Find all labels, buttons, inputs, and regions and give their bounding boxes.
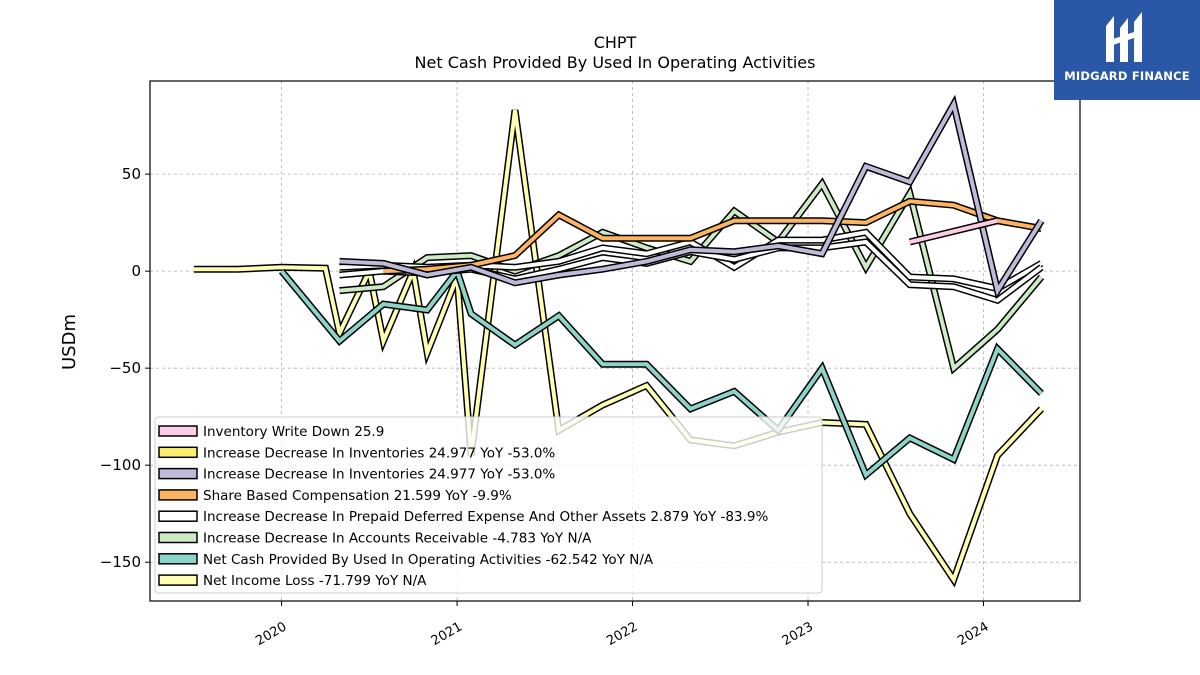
legend-label: Inventory Write Down 25.9 bbox=[203, 424, 384, 440]
y-axis-label: USDm bbox=[59, 314, 80, 370]
x-tick-label: 2022 bbox=[604, 619, 640, 649]
legend-swatch bbox=[158, 553, 198, 565]
brand-logo: MIDGARD FINANCE bbox=[1054, 0, 1200, 100]
legend-label: Net Income Loss -71.799 YoY N/A bbox=[203, 573, 427, 589]
series-line-1 bbox=[280, 266, 1043, 479]
series-line-7 bbox=[909, 218, 998, 244]
x-tick-label: 2020 bbox=[253, 619, 289, 649]
legend: Inventory Write Down 25.9 Increase Decrea… bbox=[154, 416, 823, 594]
midgard-logo-icon bbox=[1106, 12, 1142, 62]
series-line-0 bbox=[193, 109, 1043, 585]
legend-label: Share Based Compensation 21.599 YoY -9.9… bbox=[203, 488, 512, 504]
legend-box bbox=[154, 416, 823, 594]
series-line-2 bbox=[339, 180, 1043, 372]
legend-swatch bbox=[158, 489, 198, 501]
legend-label: Increase Decrease In Inventories 24.977 … bbox=[203, 467, 555, 483]
legend-label: Net Cash Provided By Used In Operating A… bbox=[203, 552, 654, 568]
legend-swatch bbox=[158, 510, 198, 522]
legend-swatch bbox=[158, 467, 198, 480]
legend-swatch bbox=[158, 574, 198, 586]
legend-swatch bbox=[158, 425, 198, 437]
plot-frame bbox=[149, 80, 1081, 602]
y-tick-label: 50 bbox=[122, 165, 141, 183]
legend-label: Increase Decrease In Inventories 24.977 … bbox=[203, 445, 555, 461]
legend-swatch bbox=[158, 446, 198, 459]
y-tick-label: −150 bbox=[100, 553, 141, 571]
series-layer bbox=[193, 94, 1045, 588]
x-tick-label: 2024 bbox=[955, 619, 991, 649]
y-tick-label: 0 bbox=[131, 262, 141, 280]
series-line-6 bbox=[339, 98, 1044, 296]
y-tick-label: −100 bbox=[100, 456, 141, 474]
chart-subtitle: Net Cash Provided By Used In Operating A… bbox=[415, 53, 816, 72]
x-tick-label: 2023 bbox=[780, 619, 816, 649]
legend-label: Increase Decrease In Accounts Receivable… bbox=[203, 531, 592, 547]
legend-swatch bbox=[158, 531, 198, 544]
series-line-5 bbox=[383, 199, 1042, 274]
legend-label: Increase Decrease In Prepaid Deferred Ex… bbox=[203, 509, 768, 525]
x-tick-label: 2021 bbox=[429, 619, 465, 649]
y-tick-label: −50 bbox=[109, 359, 141, 377]
chart-title: CHPT bbox=[594, 33, 637, 52]
brand-name: MIDGARD FINANCE bbox=[1064, 69, 1190, 83]
